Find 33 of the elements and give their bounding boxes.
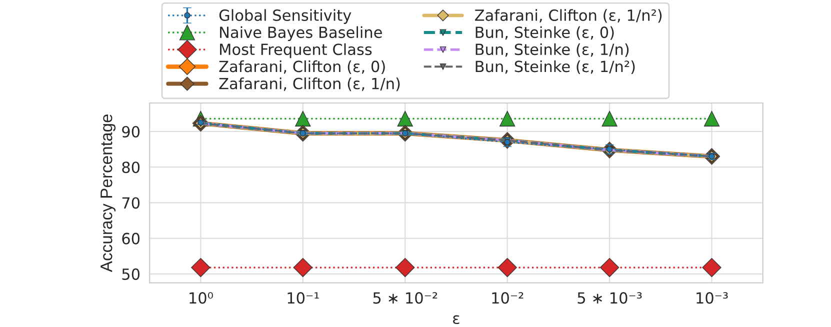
x-tick-label: 5 ∗ 10⁻³ [578, 292, 642, 304]
legend-label: Zafarani, Clifton (ε, 1/n) [219, 77, 400, 92]
legend-label: Naive Bayes Baseline [220, 26, 382, 42]
point [600, 258, 620, 278]
y-tick-label: 70 [122, 197, 140, 209]
point [704, 110, 720, 126]
legend-label: Zafarani, Clifton (ε, 0) [219, 60, 385, 74]
x-axis-title: ε [453, 315, 460, 324]
y-axis-title: Accuracy Percentage [100, 114, 116, 272]
point [702, 258, 722, 278]
point [295, 110, 311, 126]
legend-label: Bun, Steinke (ε, 1/n) [476, 43, 629, 57]
legend-label: Zafarani, Clifton (ε, 1/n²) [475, 9, 662, 23]
point [191, 258, 210, 278]
legend-label: Bun, Steinke (ε, 0) [476, 26, 614, 40]
y-tick-label: 50 [122, 268, 140, 280]
y-tick-label: 80 [122, 162, 140, 174]
point [397, 110, 413, 126]
y-tick-label: 60 [122, 232, 140, 244]
x-tick-label: 10⁻¹ [288, 292, 319, 304]
legend-label: Global Sensitivity [219, 9, 352, 24]
point [500, 110, 516, 126]
x-tick-label: 10⁻³ [696, 292, 728, 304]
legend-label: Bun, Steinke (ε, 1/n²) [476, 60, 635, 74]
legend-label: Most Frequent Class [220, 43, 372, 58]
point [602, 110, 618, 126]
y-tick-label: 90 [122, 126, 140, 138]
point [498, 258, 517, 278]
x-tick-label: 10⁻² [492, 292, 524, 304]
point [293, 258, 312, 278]
x-tick-label: 5 ∗ 10⁻² [373, 292, 438, 304]
point [396, 258, 415, 278]
x-tick-label: 10⁰ [190, 292, 213, 304]
